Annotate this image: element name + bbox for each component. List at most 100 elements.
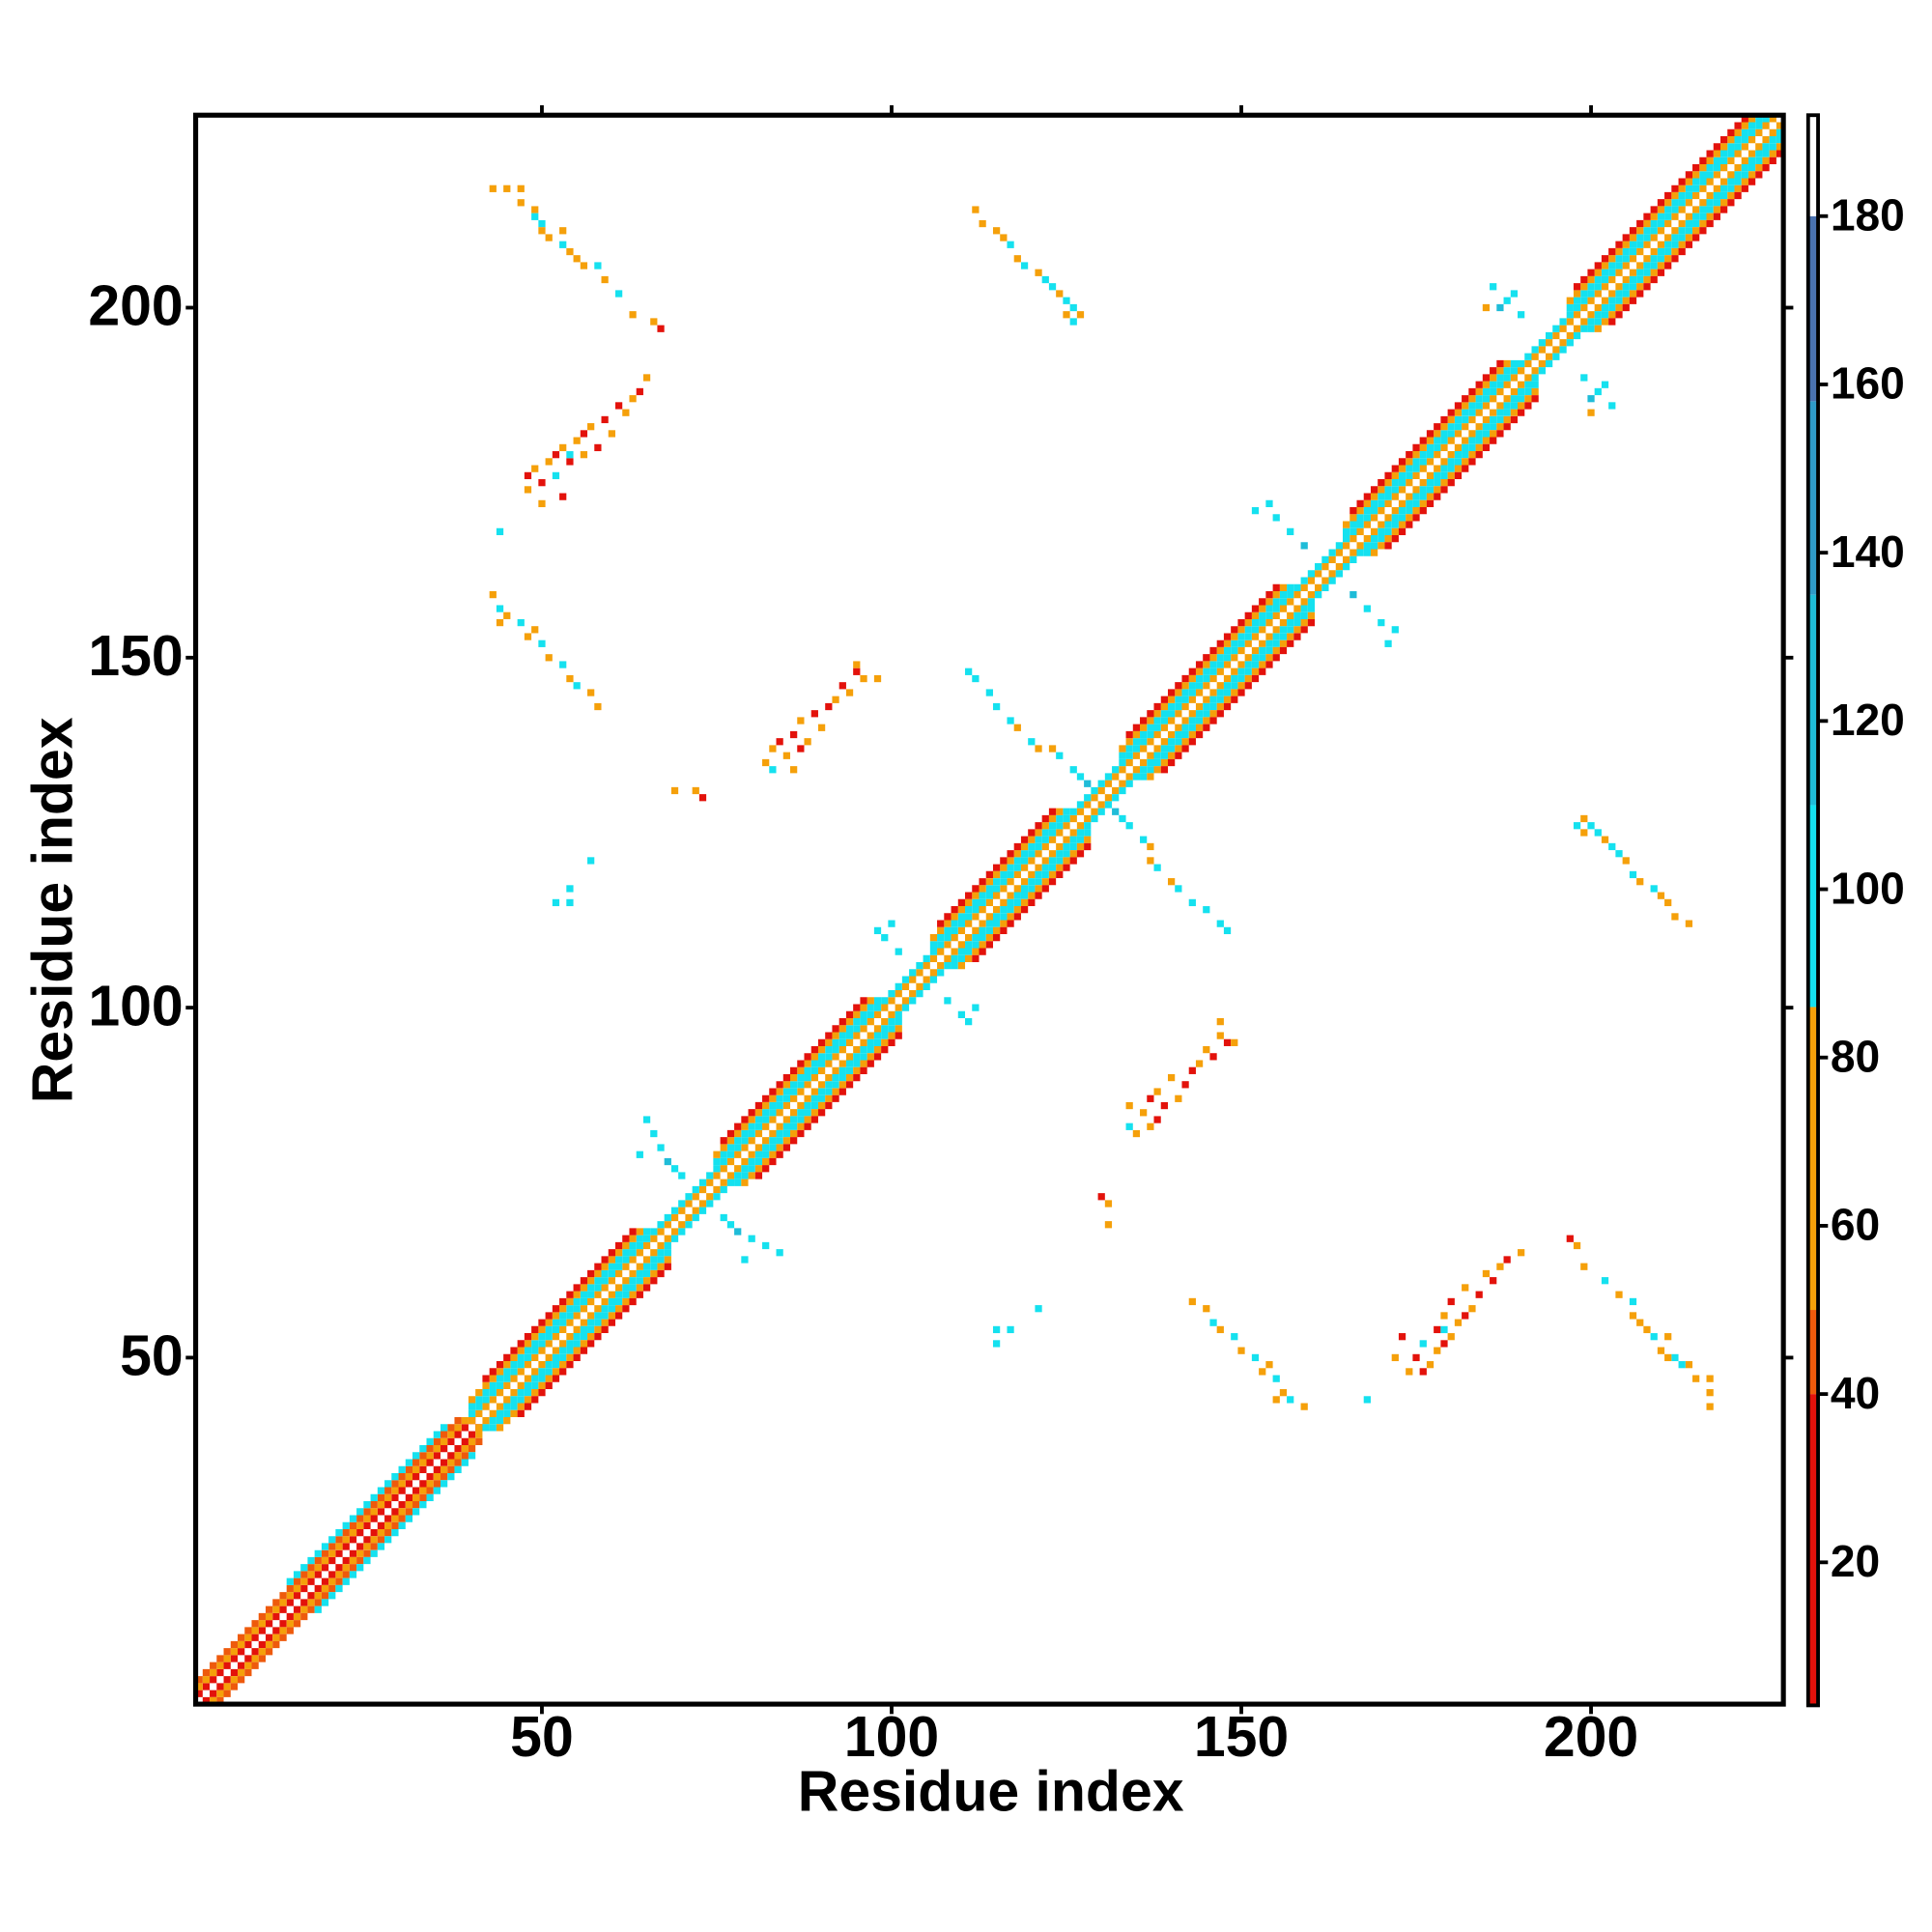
diagonal-run <box>496 1256 671 1432</box>
contact-cell <box>670 786 679 795</box>
contact-cell <box>888 920 895 927</box>
diagonal-run <box>754 1032 902 1179</box>
contact-cell <box>614 402 623 410</box>
contact-cell <box>1076 773 1085 781</box>
contact-cell <box>1657 1347 1665 1354</box>
contact-cell <box>1084 780 1092 787</box>
contact-cell <box>587 423 595 431</box>
contact-cell <box>741 1256 749 1264</box>
contact-cell <box>664 1157 671 1166</box>
diagonal-run <box>929 808 1070 949</box>
diagonal-run <box>1608 150 1784 326</box>
contact-cell <box>1175 885 1182 893</box>
contact-cell <box>1671 1353 1679 1362</box>
contact-cell <box>1272 1375 1280 1382</box>
contact-cell <box>517 185 525 192</box>
diagonal-run <box>957 836 1092 970</box>
contact-cell <box>1706 1403 1714 1410</box>
contact-cell <box>587 689 595 696</box>
contact-cell <box>965 668 973 675</box>
diagonal-run <box>475 122 1784 1432</box>
contact-cell <box>566 458 574 466</box>
contact-cell <box>642 374 651 382</box>
contact-cell <box>1153 1088 1161 1095</box>
contact-cell <box>1251 1353 1260 1362</box>
contact-cell <box>992 1325 1001 1334</box>
diagonal-run <box>286 1424 448 1585</box>
contact-cell <box>797 717 805 724</box>
contact-cell <box>496 527 504 535</box>
contact-cell <box>594 702 602 711</box>
contact-cell <box>790 730 798 739</box>
contact-cell <box>1140 1109 1148 1117</box>
contact-cell <box>1440 1325 1448 1334</box>
contact-cell <box>1272 1396 1280 1404</box>
diagonal-run <box>937 808 1057 927</box>
contact-cell <box>552 898 560 907</box>
contact-cell <box>1678 1361 1686 1369</box>
contact-cell <box>489 185 497 192</box>
contact-cell <box>720 1213 727 1222</box>
contact-cell <box>873 674 882 683</box>
contact-cell <box>650 318 658 326</box>
contact-cell <box>1119 814 1126 823</box>
contact-cell <box>1601 381 1609 388</box>
contact-cell <box>734 1228 742 1236</box>
contact-cell <box>531 465 539 472</box>
y-tick-label: 100 <box>88 975 183 1037</box>
contact-cell <box>1447 1333 1455 1341</box>
colorbar-tick-label: 80 <box>1831 1031 1880 1081</box>
contact-cell <box>1300 542 1308 550</box>
contact-cell <box>1063 311 1070 319</box>
colorbar-segment <box>1807 401 1819 595</box>
diagonal-run <box>1350 359 1504 515</box>
contact-cell <box>1580 829 1588 837</box>
contact-cell <box>573 255 581 263</box>
contact-cell <box>587 857 595 865</box>
contact-cell <box>1007 241 1014 248</box>
contact-cell <box>538 639 546 647</box>
contact-cell <box>573 682 581 690</box>
contact-cell <box>524 633 532 640</box>
contact-cell <box>580 262 588 270</box>
contact-cell <box>1629 1312 1637 1320</box>
contact-cell <box>853 661 861 668</box>
contact-cell <box>1518 1249 1525 1257</box>
contact-cell <box>1608 402 1616 410</box>
contact-cell <box>1132 1129 1141 1138</box>
contact-cell <box>1231 1038 1238 1046</box>
contact-cell <box>1601 1277 1609 1285</box>
contact-cell <box>1650 885 1658 893</box>
contact-cell <box>1615 850 1623 858</box>
contact-cell <box>580 451 588 459</box>
contact-cell <box>1434 1347 1441 1354</box>
contact-cell <box>1265 499 1273 508</box>
contact-cell <box>817 724 826 731</box>
contact-cell <box>1398 1333 1406 1341</box>
contact-cell <box>1209 1053 1217 1061</box>
contact-cell <box>1167 1073 1176 1082</box>
contact-cell <box>1035 1305 1042 1313</box>
contact-cell <box>1076 311 1085 319</box>
contact-cell <box>1188 1066 1196 1074</box>
contact-cell <box>670 1165 679 1173</box>
contact-cell <box>1020 262 1029 270</box>
contact-cell <box>853 668 861 675</box>
contact-cell <box>1657 892 1665 899</box>
contact-cell <box>1406 1368 1413 1376</box>
contact-cell <box>559 443 567 452</box>
contact-cell <box>524 471 532 480</box>
contact-cell <box>1587 822 1595 830</box>
contact-cell <box>657 325 665 332</box>
contact-cell <box>1035 269 1042 276</box>
contact-cell <box>1097 1193 1105 1201</box>
contact-cell <box>1223 1038 1232 1046</box>
contact-cell <box>1594 387 1602 396</box>
contact-cell <box>972 674 980 683</box>
colorbar-tick-label: 120 <box>1831 695 1905 745</box>
contact-cell <box>559 661 567 668</box>
contact-cell <box>1601 836 1609 843</box>
contact-cell <box>1112 808 1120 815</box>
diagonal-run <box>713 997 882 1166</box>
